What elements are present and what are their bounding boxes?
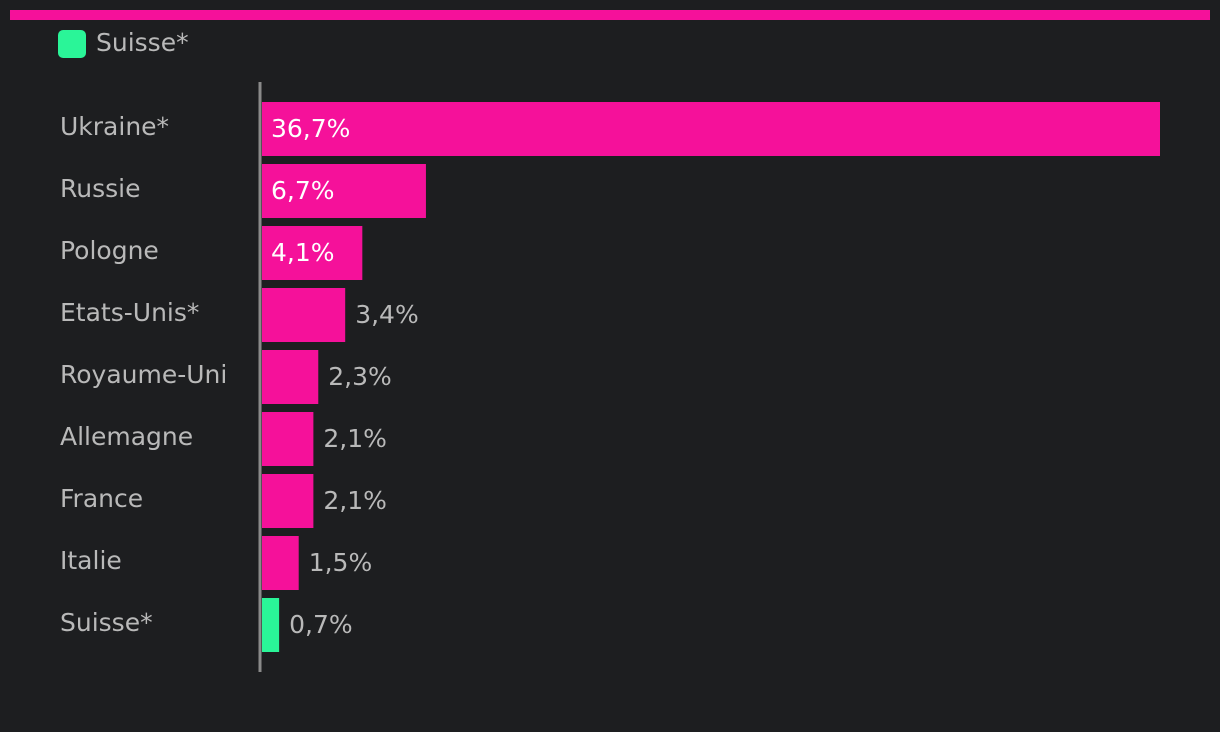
legend-label: Suisse*: [96, 28, 189, 57]
value-label: 4,1%: [271, 238, 335, 267]
value-label: 3,4%: [355, 300, 419, 329]
bar: [262, 536, 299, 590]
category-label: Suisse*: [60, 608, 153, 637]
bar: [262, 226, 363, 280]
bar: [262, 102, 1160, 156]
category-label: Ukraine*: [60, 112, 169, 141]
value-label: 0,7%: [289, 610, 353, 639]
value-label: 2,3%: [328, 362, 392, 391]
value-label: 1,5%: [309, 548, 373, 577]
category-label: Etats-Unis*: [60, 298, 199, 327]
category-label: Royaume-Uni: [60, 360, 227, 389]
bar: [262, 350, 319, 404]
category-label: Pologne: [60, 236, 159, 265]
category-label: Russie: [60, 174, 140, 203]
bar: [262, 288, 346, 342]
value-label: 2,1%: [323, 486, 387, 515]
legend-swatch: [58, 30, 86, 58]
value-label: 2,1%: [323, 424, 387, 453]
value-label: 6,7%: [271, 176, 335, 205]
category-label: Allemagne: [60, 422, 193, 451]
category-label: Italie: [60, 546, 122, 575]
category-label: France: [60, 484, 143, 513]
value-label: 36,7%: [271, 114, 350, 143]
bar: [262, 412, 314, 466]
bar: [262, 598, 280, 652]
top-accent: [10, 10, 1210, 20]
bar: [262, 164, 426, 218]
bar: [262, 474, 314, 528]
